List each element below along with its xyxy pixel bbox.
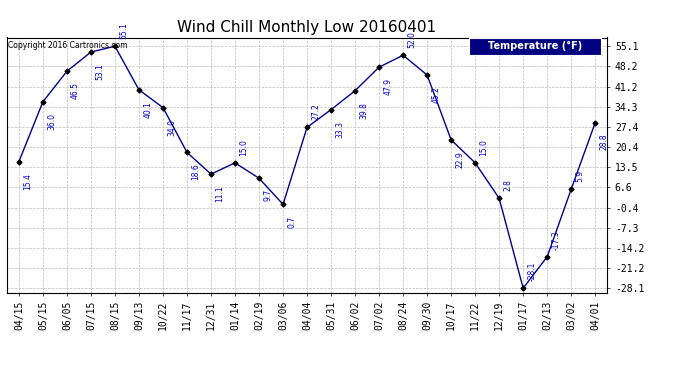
Text: 46.5: 46.5 [71,82,80,99]
Text: 27.2: 27.2 [311,104,320,120]
Text: 22.9: 22.9 [455,151,464,168]
Text: 36.0: 36.0 [47,113,56,130]
Text: -17.3: -17.3 [551,230,560,250]
Text: 53.1: 53.1 [95,63,104,80]
Title: Wind Chill Monthly Low 20160401: Wind Chill Monthly Low 20160401 [177,20,437,35]
Text: 15.0: 15.0 [239,139,248,156]
Text: 55.1: 55.1 [119,22,128,39]
FancyBboxPatch shape [469,38,601,56]
Text: 39.8: 39.8 [359,102,368,119]
Text: 9.7: 9.7 [263,189,272,201]
Text: -28.1: -28.1 [527,262,536,281]
Text: 45.2: 45.2 [431,86,440,103]
Text: 0.7: 0.7 [287,216,296,228]
Text: Copyright 2016 Cartronics.com: Copyright 2016 Cartronics.com [8,41,128,50]
Text: 11.1: 11.1 [215,185,224,202]
Text: 15.0: 15.0 [480,139,489,156]
Text: 28.8: 28.8 [600,134,609,150]
Text: 52.0: 52.0 [407,32,416,48]
Text: 15.4: 15.4 [23,173,32,190]
Text: 34.0: 34.0 [167,118,176,136]
Text: 2.8: 2.8 [503,180,512,191]
Text: 33.3: 33.3 [335,121,344,138]
Text: 40.1: 40.1 [143,101,152,118]
Text: Temperature (°F): Temperature (°F) [488,41,582,51]
Text: 5.9: 5.9 [575,170,584,182]
Text: 18.6: 18.6 [191,164,200,180]
Text: 47.9: 47.9 [383,78,392,95]
